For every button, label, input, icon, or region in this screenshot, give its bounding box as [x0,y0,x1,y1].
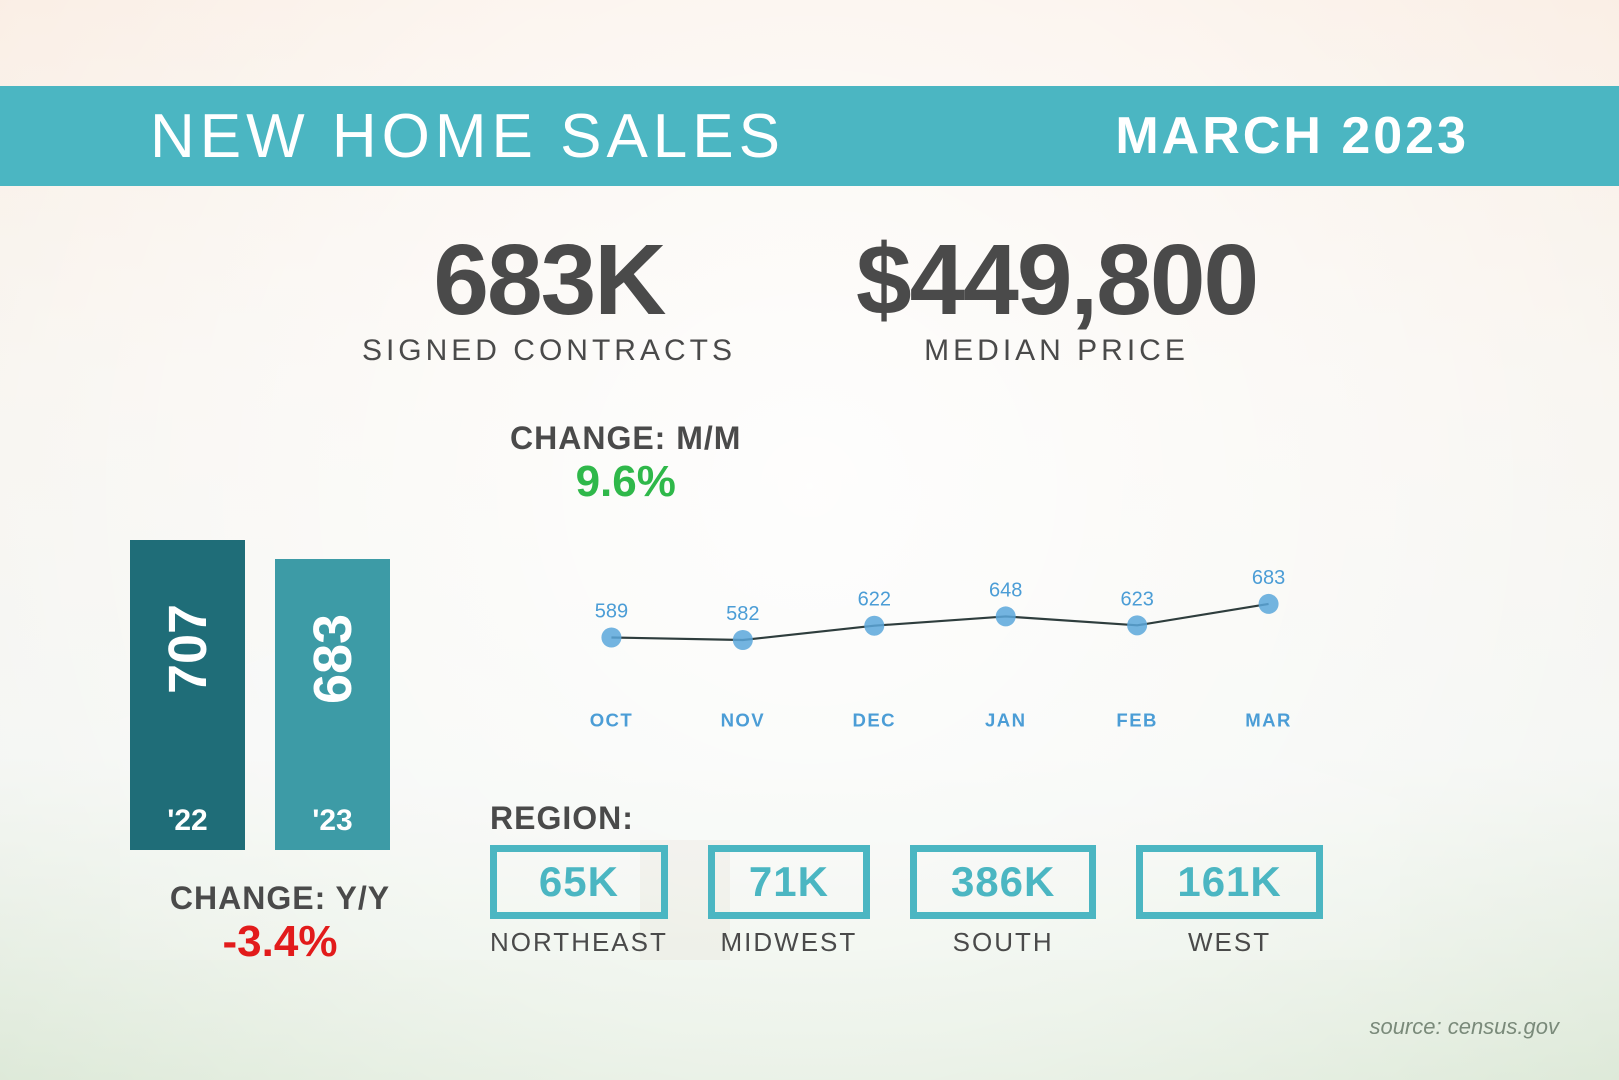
change-mm-label: CHANGE: M/M [510,420,741,457]
data-point [1259,594,1279,614]
data-point-label: 622 [858,589,891,611]
bar-year: '22 [130,804,245,838]
bar-22: 707 '22 [130,540,245,850]
region-west: 161K WEST [1136,845,1322,958]
region-name: MIDWEST [708,927,870,958]
trend-line [611,604,1268,640]
header-title: NEW HOME SALES [150,101,785,172]
region-midwest: 71K MIDWEST [708,845,870,958]
region-title: REGION: [490,800,634,837]
data-point-label: 623 [1120,588,1153,610]
bar-year: '23 [275,804,390,838]
change-yy-value: -3.4% [130,917,430,967]
region-value: 71K [708,845,870,919]
region-name: SOUTH [910,927,1096,958]
source-text: source: census.gov [1369,1014,1559,1040]
infographic-stage: NEW HOME SALES MARCH 2023 683K SIGNED CO… [0,0,1619,1080]
change-mm: CHANGE: M/M 9.6% [510,420,741,507]
kpi-row: 683K SIGNED CONTRACTS $449,800 MEDIAN PR… [0,230,1619,368]
kpi-price-label: MEDIAN PRICE [856,334,1257,368]
month-label: FEB [1116,709,1157,730]
region-name: WEST [1136,927,1322,958]
region-name: NORTHEAST [490,927,668,958]
change-yy-label: CHANGE: Y/Y [130,880,430,917]
data-point-label: 683 [1252,567,1285,589]
kpi-contracts: 683K SIGNED CONTRACTS [362,230,736,368]
bar-value: 683 [302,614,364,704]
kpi-contracts-value: 683K [362,230,736,330]
data-point [864,616,884,636]
kpi-price: $449,800 MEDIAN PRICE [856,230,1257,368]
month-label: OCT [590,709,633,730]
region-value: 386K [910,845,1096,919]
monthly-line-chart: 589 OCT 582 NOV 622 DEC 648 JAN 623 FEB 683 MAR [480,555,1400,755]
data-point [733,630,753,650]
region-value: 65K [490,845,668,919]
change-mm-value: 9.6% [510,457,741,507]
month-label: MAR [1245,709,1292,730]
region-row: 65K NORTHEAST 71K MIDWEST 386K SOUTH 161K WEST [490,845,1323,958]
data-point [1127,615,1147,635]
kpi-price-value: $449,800 [856,230,1257,330]
header-date: MARCH 2023 [1115,106,1469,166]
month-label: JAN [985,709,1026,730]
data-point-label: 648 [989,579,1022,601]
bar-23: 683 '23 [275,540,390,850]
yoy-bar-chart: 707 '22 683 '23 [130,540,430,850]
month-label: NOV [721,709,766,730]
data-point [996,606,1016,626]
region-value: 161K [1136,845,1322,919]
header-bar: NEW HOME SALES MARCH 2023 [0,86,1619,186]
data-point-label: 589 [595,601,628,623]
region-northeast: 65K NORTHEAST [490,845,668,958]
data-point [601,628,621,648]
change-yy: CHANGE: Y/Y -3.4% [130,880,430,967]
bar-value: 707 [157,603,219,693]
month-label: DEC [853,709,896,730]
data-point-label: 582 [726,603,759,625]
region-south: 386K SOUTH [910,845,1096,958]
kpi-contracts-label: SIGNED CONTRACTS [362,334,736,368]
